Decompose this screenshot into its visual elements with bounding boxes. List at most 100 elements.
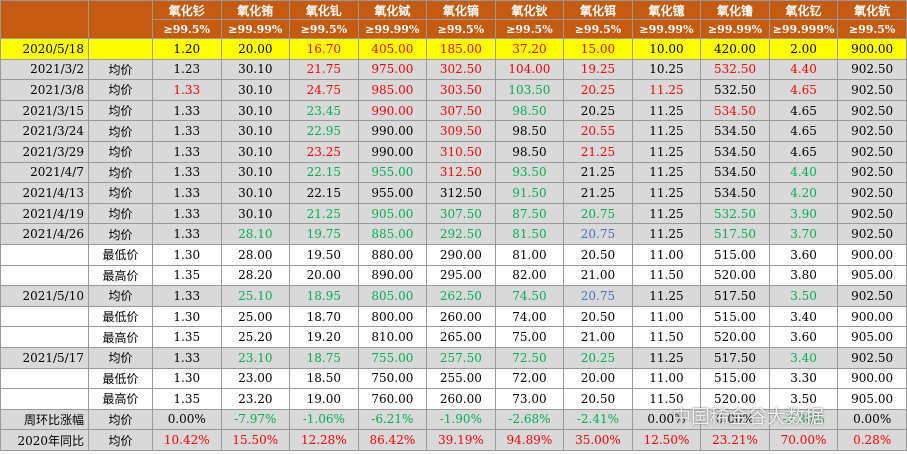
value-cell: 20.50 <box>563 305 633 328</box>
value-cell: 902.50 <box>837 99 907 122</box>
value-cell: 28.10 <box>220 223 291 245</box>
value-cell: 880.00 <box>357 243 428 266</box>
value-cell: 74.00 <box>494 305 565 328</box>
value-cell: 902.50 <box>837 202 907 225</box>
value-cell: 19.50 <box>289 243 359 266</box>
value-cell: 520.00 <box>700 388 770 410</box>
kind-cell: 均价 <box>88 120 153 142</box>
value-cell: 3.70 <box>768 223 839 245</box>
value-cell: 3.80 <box>768 264 839 287</box>
value-cell: 1.33 <box>152 223 222 245</box>
value-cell: 30.10 <box>220 58 291 81</box>
value-cell: 20.50 <box>563 243 633 266</box>
value-cell: 534.50 <box>700 99 770 122</box>
value-cell: 265.00 <box>426 326 496 348</box>
value-cell: 307.50 <box>426 202 496 225</box>
header-spec: ≥99.5% <box>152 19 222 39</box>
value-cell: 0.28% <box>837 429 907 451</box>
value-cell: 0.00% <box>700 408 770 431</box>
value-cell: 72.00 <box>494 367 565 390</box>
table-row: 2020年同比 均价 10.42% 15.50% 12.28% 86.42% 39.19% 9… <box>0 429 907 451</box>
value-cell: 20.25 <box>563 79 633 101</box>
value-cell: 955.00 <box>357 182 428 204</box>
table-row: 周环比涨幅 均价 0.00% -7.97% -1.06% -6.21% -1.90% -2.6… <box>0 408 907 431</box>
value-cell: 1.35 <box>152 326 222 348</box>
value-cell: 94.89% <box>494 429 565 451</box>
value-cell: 295.00 <box>426 264 496 287</box>
value-cell: 15.50% <box>220 429 291 451</box>
value-cell: 1.20 <box>152 38 222 60</box>
value-cell: 10.25 <box>631 58 702 81</box>
value-cell: 20.00 <box>563 367 633 390</box>
date-cell <box>0 264 89 287</box>
date-cell: 周环比涨幅 <box>0 408 89 431</box>
value-cell: 98.50 <box>494 99 565 122</box>
table-row: 最低价 1.30 28.00 19.50 880.00 290.00 81.00 20.50 1… <box>0 243 907 266</box>
value-cell: 98.50 <box>494 140 565 163</box>
table-row: 最高价 1.35 25.20 19.20 810.00 265.00 75.00 21.00 1… <box>0 326 907 348</box>
value-cell: 517.50 <box>700 223 770 245</box>
value-cell: 4.65 <box>768 120 839 142</box>
value-cell: 755.00 <box>357 346 428 369</box>
value-cell: 21.25 <box>563 182 633 204</box>
value-cell: 23.10 <box>220 346 291 369</box>
kind-cell: 均价 <box>88 161 153 184</box>
value-cell: 902.50 <box>837 58 907 81</box>
value-cell: 905.00 <box>837 388 907 410</box>
value-cell: 990.00 <box>357 99 428 122</box>
value-cell: 975.00 <box>357 58 428 81</box>
value-cell: 520.00 <box>700 264 770 287</box>
value-cell: 902.50 <box>837 285 907 307</box>
value-cell: 1.33 <box>152 182 222 204</box>
kind-cell: 均价 <box>88 346 153 369</box>
kind-cell: 最高价 <box>88 388 153 410</box>
table-row: 2021/4/7 均价 1.33 30.10 22.15 955.00 312.50 93.5… <box>0 161 907 184</box>
watermark: 中国稀金谷大数据 <box>672 406 825 428</box>
value-cell: 515.00 <box>700 243 770 266</box>
value-cell: 902.50 <box>837 182 907 204</box>
value-cell: 292.50 <box>426 223 496 245</box>
value-cell: 905.00 <box>837 264 907 287</box>
value-cell: 11.00 <box>631 305 702 328</box>
kind-cell: 均价 <box>88 58 153 81</box>
header-name: 氧化钬 <box>494 0 565 20</box>
date-cell: 2021/3/29 <box>0 140 89 163</box>
value-cell: 1.33 <box>152 140 222 163</box>
value-cell: 25.00 <box>220 305 291 328</box>
value-cell: 4.65 <box>768 79 839 101</box>
value-cell: 75.00 <box>494 326 565 348</box>
value-cell: 4.40 <box>768 161 839 184</box>
table-row: 2020/5/18 1.20 20.00 16.70 405.00 185.00 37.20… <box>0 38 907 60</box>
value-cell: 73.00 <box>494 388 565 410</box>
value-cell: 900.00 <box>837 305 907 328</box>
value-cell: 87.50 <box>494 202 565 225</box>
value-cell: 885.00 <box>357 223 428 245</box>
kind-cell: 均价 <box>88 202 153 225</box>
value-cell: 12.50% <box>631 429 702 451</box>
value-cell: 3.40 <box>768 305 839 328</box>
value-cell: 82.00 <box>494 264 565 287</box>
value-cell: 23.45 <box>289 99 359 122</box>
header-name: 氧化钪 <box>837 0 907 20</box>
value-cell: 3.60 <box>768 243 839 266</box>
value-cell: 520.00 <box>700 326 770 348</box>
value-cell: 312.50 <box>426 182 496 204</box>
value-cell: 750.00 <box>357 367 428 390</box>
kind-cell: 均价 <box>88 285 153 307</box>
value-cell: 98.50 <box>494 120 565 142</box>
date-cell: 2021/4/7 <box>0 161 89 184</box>
value-cell: 19.25 <box>563 58 633 81</box>
header-cell <box>88 0 153 39</box>
value-cell: 20.00 <box>220 38 291 60</box>
value-cell: 309.50 <box>426 120 496 142</box>
value-cell: 22.95 <box>289 120 359 142</box>
value-cell: 81.00 <box>494 243 565 266</box>
value-cell: 532.50 <box>700 58 770 81</box>
value-cell: 307.50 <box>426 99 496 122</box>
value-cell: 23.00 <box>220 367 291 390</box>
table-row: 2021/3/8 均价 1.33 30.10 24.75 985.00 303.50 103.… <box>0 79 907 101</box>
date-cell: 2020/5/18 <box>0 38 89 60</box>
value-cell: 28.00 <box>220 243 291 266</box>
value-cell: 260.00 <box>426 388 496 410</box>
